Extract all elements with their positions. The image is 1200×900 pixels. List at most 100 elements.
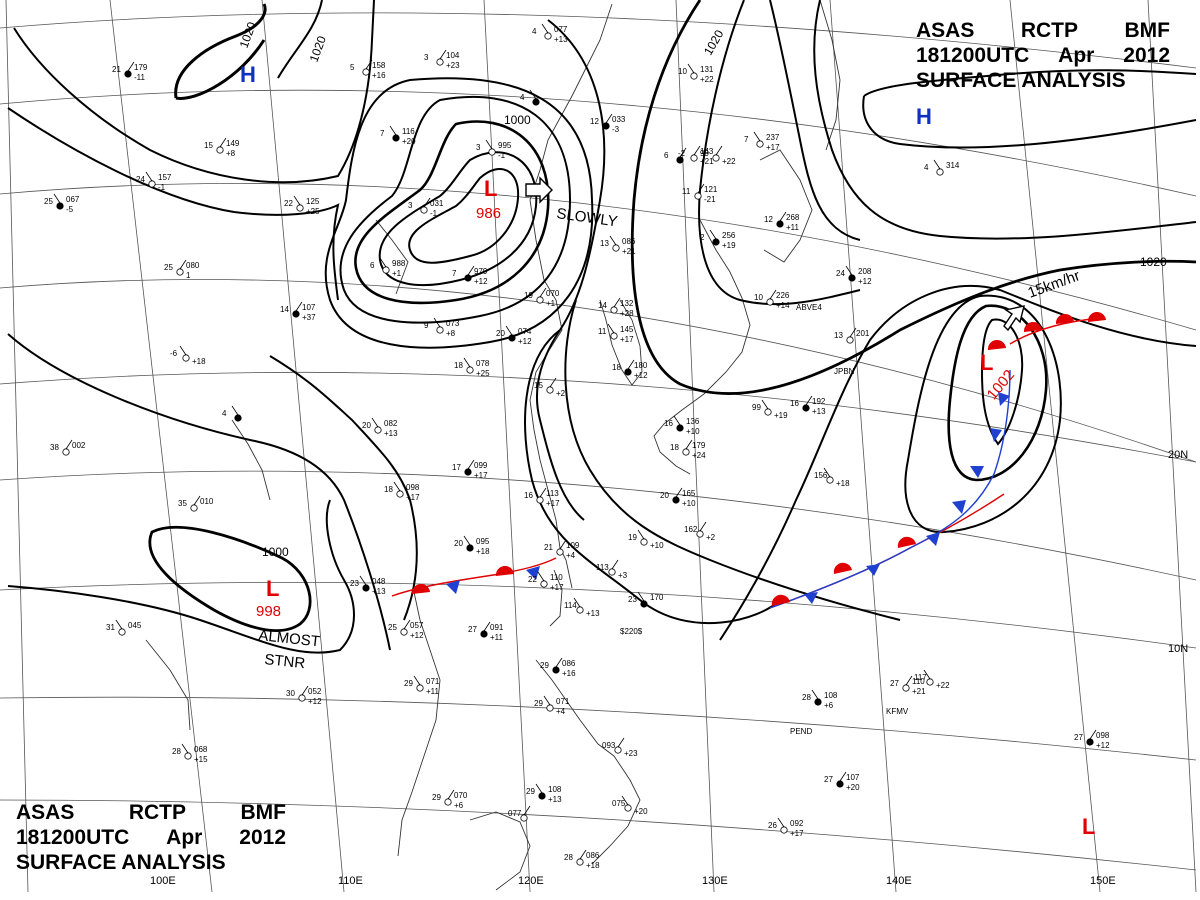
station-value: 091 <box>490 623 504 632</box>
station-value: +13 <box>372 587 386 596</box>
station-plot: 14 132+28 <box>598 297 634 318</box>
station-circle-icon <box>400 628 408 636</box>
station-value: 20 <box>362 421 371 430</box>
station-value: 28 <box>172 747 181 756</box>
station-circle-icon <box>640 538 648 546</box>
title-block-top: ASAS RCTP BMF 181200UTC Apr 2012 SURFACE… <box>916 18 1170 93</box>
station-value: 157 <box>158 173 172 182</box>
station-circle-icon <box>540 580 548 588</box>
station-value: 16 <box>524 491 533 500</box>
station-value: 145 <box>620 325 634 334</box>
warm-front-half-circle <box>1023 321 1042 332</box>
station-plot: 7 979+12 <box>452 265 488 286</box>
station-value: 18 <box>384 485 393 494</box>
wind-barb-icon <box>845 265 853 276</box>
station-value: +12 <box>634 371 648 380</box>
station-value: +16 <box>372 71 386 80</box>
station-plot: 10 131+22 <box>678 63 714 84</box>
station-value: +10 <box>650 541 664 550</box>
station-plot: 3 995-1 <box>476 139 512 160</box>
station-plot: 99 +22 <box>700 145 736 166</box>
station-value: 226 <box>776 291 790 300</box>
cold-front-triangle <box>952 500 966 514</box>
title-word: 2012 <box>1123 44 1170 67</box>
station-circle-icon <box>902 684 910 692</box>
warm-front-half-circle <box>771 594 790 606</box>
isobar-low-1002-2 <box>947 304 1048 482</box>
station-circle-icon <box>148 180 156 188</box>
wind-barb-icon <box>463 535 471 546</box>
wind-barb-icon <box>181 743 189 754</box>
station-value: 136 <box>686 417 700 426</box>
station-value: 23 <box>628 595 637 604</box>
station-value: 179 <box>692 441 706 450</box>
coast-korea <box>599 299 643 386</box>
isobar-low-986-1 <box>408 167 520 264</box>
station-value: 20 <box>660 491 669 500</box>
station-value: 7 <box>452 269 457 278</box>
wind-barb-icon <box>529 89 537 100</box>
station-value: +1 <box>392 269 402 278</box>
station-plot: -2 143+21 <box>678 145 714 166</box>
station-plot: 093 +23 <box>602 737 638 758</box>
isobar-low-1002-1 <box>980 318 1024 446</box>
station-circle-icon <box>362 584 370 592</box>
wind-barb-icon <box>609 235 617 246</box>
low-center-symbol: L <box>266 576 279 601</box>
wind-barb-icon <box>293 195 301 206</box>
wind-barb-icon <box>523 805 531 816</box>
station-value: +1 <box>546 299 556 308</box>
station-plot: 24 157-1 <box>136 171 172 192</box>
station-plot: 16 113+17 <box>524 487 560 508</box>
station-plot: 4 <box>520 89 540 106</box>
station-plot: 12 268+11 <box>764 211 800 232</box>
station-value: +12 <box>1096 741 1110 750</box>
station-value: 109 <box>566 541 580 550</box>
station-value: 3 <box>408 201 413 210</box>
isobar-sw-outer2 <box>269 355 418 621</box>
station-value: +28 <box>620 309 634 318</box>
station-value: 16 <box>664 419 673 428</box>
station-plot: 17 099+17 <box>452 459 488 480</box>
station-value: 131 <box>700 65 714 74</box>
station-plot: 13 086+21 <box>600 235 636 256</box>
cold-front-triangle <box>990 428 1002 442</box>
wind-barb-icon <box>543 695 551 706</box>
wind-barb-icon <box>673 415 681 426</box>
station-circle-icon <box>676 156 684 164</box>
station-value: 4 <box>924 163 929 172</box>
station-circle-icon <box>802 404 810 412</box>
wind-barb-icon <box>753 131 761 142</box>
meridian-130e <box>675 0 715 893</box>
wind-barb-icon <box>697 183 705 194</box>
station-circle-icon <box>682 448 690 456</box>
station-value: 25 <box>388 623 397 632</box>
station-plot: 31 045 <box>106 619 142 636</box>
station-value: +13 <box>586 609 600 618</box>
station-circle-icon <box>118 628 126 636</box>
station-value: +12 <box>308 697 322 706</box>
station-circle-icon <box>936 168 944 176</box>
station-value: +24 <box>692 451 706 460</box>
station-value: 107 <box>302 303 316 312</box>
station-circle-icon <box>690 154 698 162</box>
station-circle-icon <box>612 244 620 252</box>
station-circle-icon <box>464 468 472 476</box>
station-circle-icon <box>556 548 564 556</box>
station-plot: 16 136+10 <box>664 415 700 436</box>
isobar-south-2 <box>524 329 781 624</box>
station-value: 104 <box>446 51 460 60</box>
station-plot: 35 010 <box>178 495 214 512</box>
station-circle-icon <box>508 334 516 342</box>
wind-barb-icon <box>467 265 475 276</box>
wind-barb-icon <box>541 23 549 34</box>
station-value: 995 <box>498 141 512 150</box>
wind-barb-icon <box>923 669 931 680</box>
title-product: SURFACE ANALYSIS <box>916 69 1126 92</box>
station-value: 23 <box>350 579 359 588</box>
coast-inland-3 <box>145 639 191 731</box>
station-value: +18 <box>586 861 600 870</box>
station-value: 11 <box>682 187 691 196</box>
coast-taiwan <box>549 569 563 627</box>
station-circle-icon <box>382 266 390 274</box>
